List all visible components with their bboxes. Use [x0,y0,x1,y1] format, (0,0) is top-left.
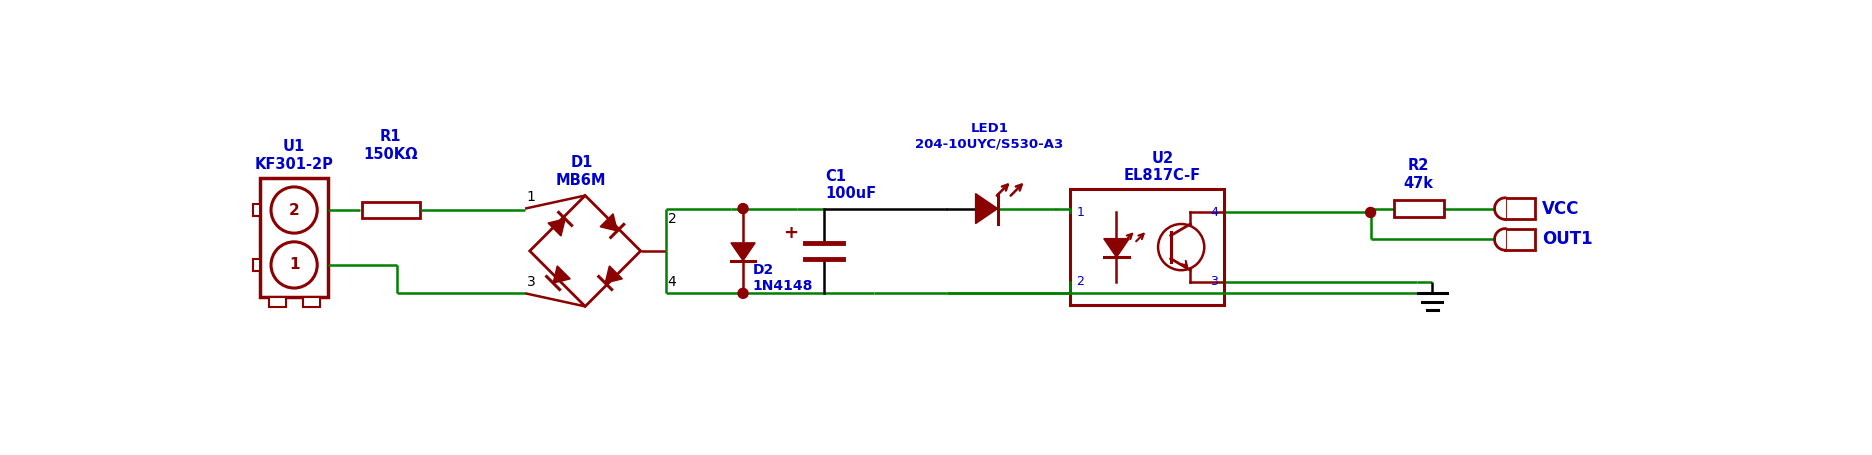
Text: 4: 4 [668,275,676,288]
Polygon shape [975,193,998,223]
FancyBboxPatch shape [361,202,419,218]
Text: 4: 4 [1209,206,1219,219]
Text: D2
1N4148: D2 1N4148 [753,263,812,293]
Polygon shape [548,219,565,236]
Text: D1
MB6M: D1 MB6M [556,156,607,188]
Polygon shape [605,266,622,283]
FancyBboxPatch shape [253,259,260,271]
Text: 2: 2 [288,202,300,217]
FancyBboxPatch shape [1505,228,1535,250]
Polygon shape [552,266,571,283]
FancyBboxPatch shape [1393,200,1443,217]
Text: 1: 1 [526,190,535,204]
Circle shape [738,288,749,298]
Text: LED1
204-10UYC/S530-A3: LED1 204-10UYC/S530-A3 [915,122,1063,150]
FancyBboxPatch shape [1505,198,1535,219]
Text: C1
100uF: C1 100uF [826,168,876,201]
Polygon shape [1104,238,1129,257]
FancyBboxPatch shape [253,204,260,216]
Text: 1: 1 [288,258,300,273]
FancyBboxPatch shape [270,297,286,307]
Text: U2
EL817C-F: U2 EL817C-F [1123,151,1202,183]
Circle shape [1365,207,1376,217]
Text: R2
47k: R2 47k [1404,158,1434,191]
FancyBboxPatch shape [303,297,320,307]
Text: U1
KF301-2P: U1 KF301-2P [255,139,333,172]
Text: 3: 3 [526,275,535,288]
Text: 1: 1 [1076,206,1084,219]
FancyBboxPatch shape [260,178,328,297]
Circle shape [271,242,316,288]
Polygon shape [601,214,618,231]
Text: OUT1: OUT1 [1543,230,1593,248]
Circle shape [1159,224,1204,270]
Circle shape [271,187,316,233]
Text: 2: 2 [668,212,676,227]
Text: +: + [784,224,799,242]
Text: VCC: VCC [1543,200,1580,217]
FancyBboxPatch shape [1071,189,1224,305]
Text: R1
150KΩ: R1 150KΩ [363,129,417,162]
Polygon shape [730,243,754,261]
Polygon shape [1494,198,1505,219]
Polygon shape [1494,228,1505,250]
Text: 3: 3 [1209,275,1219,288]
Text: 2: 2 [1076,275,1084,288]
Circle shape [738,203,749,213]
